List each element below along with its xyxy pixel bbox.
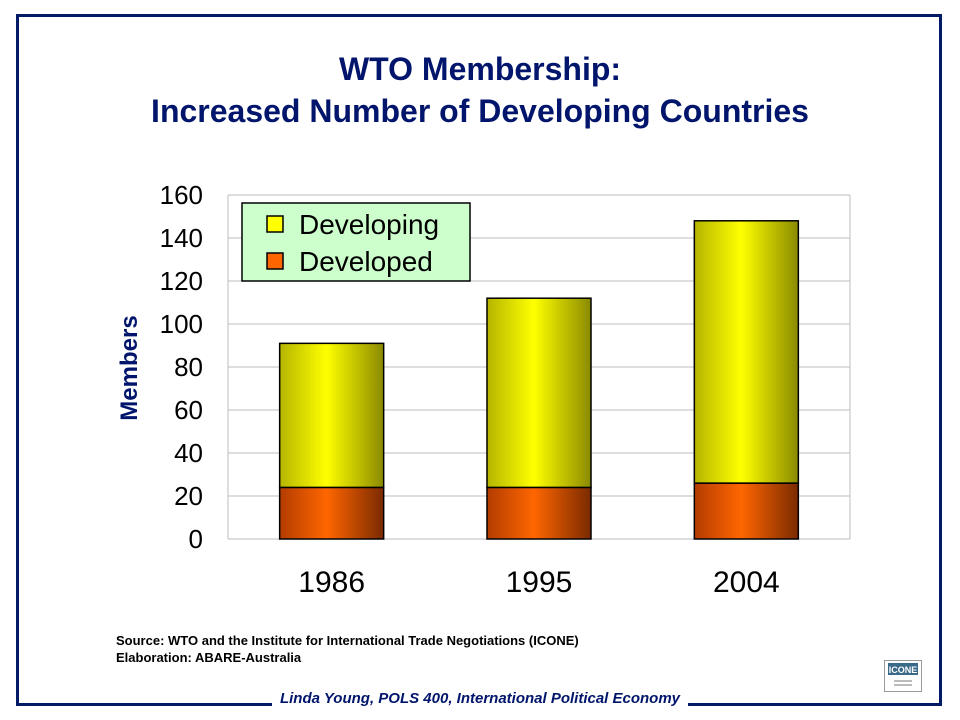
legend-swatch-developed [266, 252, 284, 270]
y-tick-label: 60 [174, 395, 203, 425]
title-line-1: WTO Membership: [338, 51, 622, 87]
bar-developed-2004 [693, 482, 800, 540]
bar-developing-2004 [693, 220, 800, 484]
legend-label-developed: Developed [299, 246, 433, 277]
x-tick-label: 1995 [506, 566, 573, 599]
y-axis-label: Members [116, 315, 143, 420]
slide-title: WTO Membership: Increased Number of Deve… [0, 48, 960, 132]
y-tick-label: 20 [174, 481, 203, 511]
stacked-bar-chart: 0 20 40 60 80 100 120 140 160 1986 1995 2004 Membe… [116, 180, 851, 599]
y-tick-label: 120 [160, 266, 203, 296]
bar-developed-1995 [486, 486, 592, 540]
title-line-2: Increased Number of Developing Countries [151, 93, 809, 129]
legend: Developing Developed [241, 202, 471, 282]
source-note: Source: WTO and the Institute for Intern… [116, 632, 579, 666]
y-tick-label: 160 [160, 180, 203, 210]
bar-developed-1986 [278, 486, 385, 540]
y-tick-labels: 0 20 40 60 80 100 120 140 160 [160, 180, 203, 554]
footer-text: Linda Young, POLS 400, International Pol… [271, 690, 689, 707]
y-tick-label: 80 [174, 352, 203, 382]
bars [278, 220, 800, 540]
x-tick-label: 2004 [713, 566, 780, 599]
footer: Linda Young, POLS 400, International Pol… [0, 690, 960, 708]
y-tick-label: 40 [174, 438, 203, 468]
x-tick-label: 1986 [298, 566, 365, 599]
legend-swatch-developing [266, 215, 284, 233]
y-tick-label: 140 [160, 223, 203, 253]
logo-text: ICONE [889, 665, 918, 675]
y-tick-label: 0 [189, 524, 203, 554]
legend-label-developing: Developing [299, 209, 439, 240]
bar-developing-1986 [278, 342, 385, 489]
x-tick-labels: 1986 1995 2004 [298, 566, 779, 599]
y-tick-label: 100 [160, 309, 203, 339]
source-line-2: Elaboration: ABARE-Australia [116, 650, 302, 665]
bar-developing-1995 [486, 297, 592, 489]
icone-logo: ICONE [884, 660, 922, 692]
source-line-1: Source: WTO and the Institute for Intern… [116, 633, 579, 648]
